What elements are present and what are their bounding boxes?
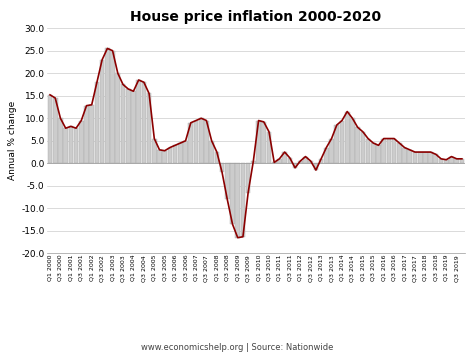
Bar — [121, 84, 125, 163]
Bar — [277, 159, 282, 163]
Bar — [157, 150, 162, 163]
Title: House price inflation 2000-2020: House price inflation 2000-2020 — [130, 10, 382, 24]
Bar — [397, 143, 401, 163]
Bar — [428, 152, 433, 163]
Bar — [408, 150, 412, 163]
Bar — [90, 105, 94, 163]
Bar — [256, 120, 261, 163]
Text: www.economicshelp.org | Source: Nationwide: www.economicshelp.org | Source: Nationwi… — [141, 343, 333, 352]
Bar — [105, 49, 109, 163]
Bar — [460, 159, 464, 163]
Bar — [382, 139, 386, 163]
Y-axis label: Annual % change: Annual % change — [8, 101, 17, 181]
Bar — [183, 141, 188, 163]
Bar — [434, 154, 438, 163]
Bar — [173, 145, 177, 163]
Bar — [335, 125, 339, 163]
Bar — [356, 127, 360, 163]
Bar — [298, 161, 302, 163]
Bar — [309, 161, 313, 163]
Bar — [439, 159, 443, 163]
Bar — [178, 143, 182, 163]
Bar — [84, 106, 89, 163]
Bar — [163, 151, 167, 163]
Bar — [251, 161, 255, 163]
Bar — [64, 128, 68, 163]
Bar — [53, 98, 57, 163]
Bar — [387, 139, 391, 163]
Bar — [423, 152, 428, 163]
Bar — [340, 120, 344, 163]
Bar — [236, 163, 240, 238]
Bar — [455, 159, 459, 163]
Bar — [329, 139, 334, 163]
Bar — [272, 162, 276, 163]
Bar — [74, 128, 78, 163]
Bar — [324, 147, 328, 163]
Bar — [137, 80, 141, 163]
Bar — [168, 147, 172, 163]
Bar — [110, 51, 115, 163]
Bar — [100, 60, 104, 163]
Bar — [418, 152, 422, 163]
Bar — [402, 147, 407, 163]
Bar — [361, 132, 365, 163]
Bar — [225, 163, 229, 199]
Bar — [371, 143, 375, 163]
Bar — [142, 82, 146, 163]
Bar — [319, 159, 323, 163]
Bar — [262, 122, 266, 163]
Bar — [246, 163, 250, 193]
Bar — [366, 139, 370, 163]
Bar — [376, 145, 381, 163]
Bar — [79, 120, 83, 163]
Bar — [314, 163, 318, 170]
Bar — [215, 152, 219, 163]
Bar — [69, 126, 73, 163]
Bar — [58, 118, 63, 163]
Bar — [444, 160, 448, 163]
Bar — [283, 152, 287, 163]
Bar — [199, 118, 203, 163]
Bar — [152, 139, 156, 163]
Bar — [210, 141, 214, 163]
Bar — [189, 123, 193, 163]
Bar — [230, 163, 235, 224]
Bar — [116, 73, 120, 163]
Bar — [392, 139, 396, 163]
Bar — [48, 95, 52, 163]
Bar — [345, 112, 349, 163]
Bar — [241, 163, 245, 237]
Bar — [126, 89, 130, 163]
Bar — [147, 94, 151, 163]
Bar — [303, 157, 308, 163]
Bar — [267, 132, 271, 163]
Bar — [131, 91, 136, 163]
Bar — [288, 158, 292, 163]
Bar — [220, 163, 224, 172]
Bar — [350, 118, 355, 163]
Bar — [194, 120, 198, 163]
Bar — [449, 157, 454, 163]
Bar — [413, 152, 417, 163]
Bar — [293, 163, 297, 168]
Bar — [204, 120, 209, 163]
Bar — [95, 82, 99, 163]
